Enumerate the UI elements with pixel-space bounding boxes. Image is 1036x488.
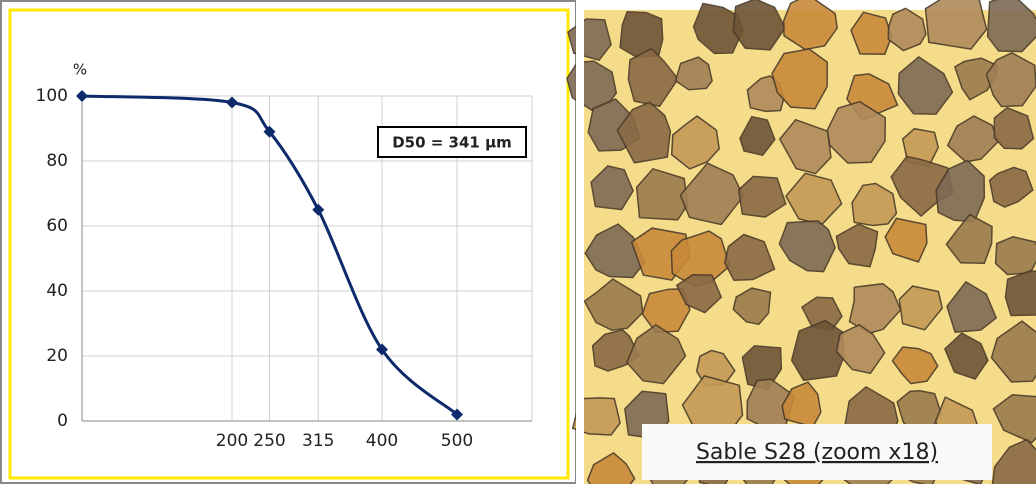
- plot-frame: [10, 10, 568, 478]
- sand-grain: [926, 0, 987, 49]
- x-tick-label: 200: [216, 431, 248, 451]
- x-tick-label: 500: [441, 431, 473, 451]
- photo-caption: Sable S28 (zoom x18): [696, 440, 938, 465]
- y-tick-label: 60: [46, 216, 68, 236]
- y-tick-label: 100: [36, 86, 68, 106]
- photo: [567, 0, 1036, 484]
- x-tick-label: 400: [366, 431, 398, 451]
- annotation: D50 = 341 µm: [392, 134, 512, 152]
- photo-clip: [576, 0, 584, 484]
- y-tick-label: 80: [46, 151, 68, 171]
- sand-grain: [620, 12, 663, 57]
- sand-grain: [988, 0, 1036, 52]
- x-tick-label: 250: [253, 431, 285, 451]
- sand-grain: [996, 237, 1036, 275]
- y-axis-label: %: [73, 61, 87, 79]
- y-tick-label: 40: [46, 281, 68, 301]
- y-tick-label: 0: [57, 411, 68, 431]
- x-tick-label: 315: [302, 431, 334, 451]
- y-tick-label: 20: [46, 346, 68, 366]
